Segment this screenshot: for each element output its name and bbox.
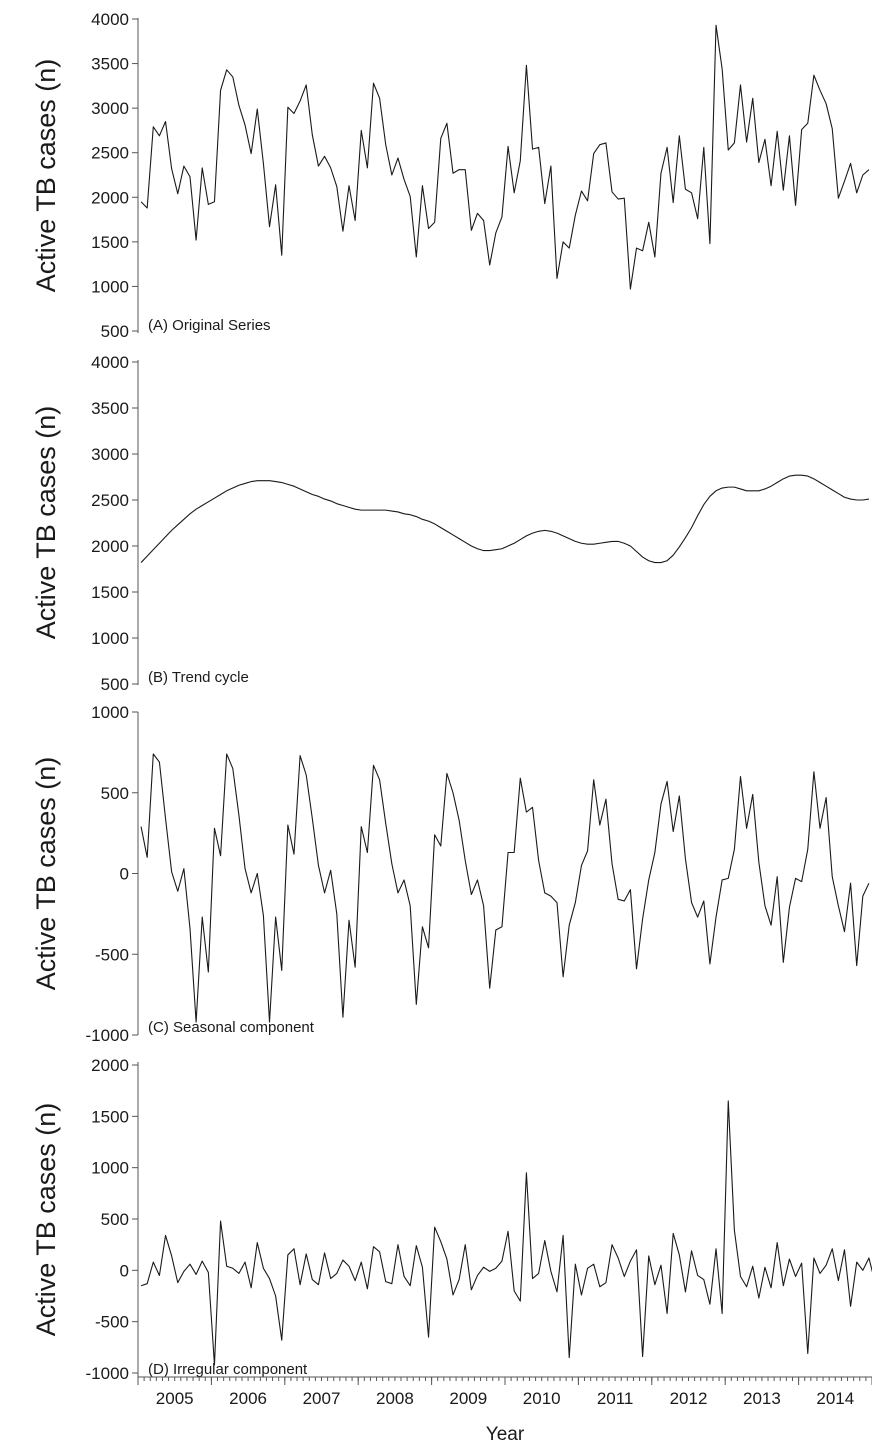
x-tick-label: 2009 bbox=[449, 1389, 487, 1408]
y-tick-label: 3500 bbox=[91, 399, 129, 418]
y-tick-label: 0 bbox=[120, 1261, 129, 1280]
series-line bbox=[141, 1101, 872, 1365]
y-tick-label: 4000 bbox=[91, 10, 129, 29]
panel-label: (A) Original Series bbox=[148, 317, 271, 334]
x-tick-label: 2006 bbox=[229, 1389, 267, 1408]
y-tick-label: 4000 bbox=[91, 353, 129, 372]
y-tick-label: 1500 bbox=[91, 1107, 129, 1126]
y-tick-label: -1000 bbox=[86, 1026, 129, 1045]
y-tick-label: 2500 bbox=[91, 144, 129, 163]
y-tick-label: 0 bbox=[120, 865, 129, 884]
y-axis-label: Active TB cases (n) bbox=[31, 757, 61, 991]
y-tick-label: -500 bbox=[95, 945, 129, 964]
x-tick-label: 2013 bbox=[743, 1389, 781, 1408]
x-tick-label: 2014 bbox=[816, 1389, 854, 1408]
y-tick-label: -1000 bbox=[86, 1364, 129, 1383]
x-tick-label: 2012 bbox=[670, 1389, 708, 1408]
y-tick-label: 1000 bbox=[91, 1159, 129, 1178]
x-tick-label: 2010 bbox=[523, 1389, 561, 1408]
x-axis-label: Year bbox=[486, 1424, 525, 1445]
y-tick-label: 500 bbox=[101, 322, 129, 341]
y-axis-label: Active TB cases (n) bbox=[31, 1103, 61, 1337]
y-tick-label: 1000 bbox=[91, 703, 129, 722]
y-tick-label: 2000 bbox=[91, 1056, 129, 1075]
x-tick-label: 2008 bbox=[376, 1389, 414, 1408]
y-tick-label: 1500 bbox=[91, 583, 129, 602]
y-tick-label: 500 bbox=[101, 784, 129, 803]
y-tick-label: 1000 bbox=[91, 629, 129, 648]
series-line bbox=[141, 754, 869, 1022]
x-tick-label: 2011 bbox=[597, 1389, 634, 1408]
series-line bbox=[141, 475, 869, 562]
y-tick-label: 500 bbox=[101, 675, 129, 694]
y-tick-label: 1500 bbox=[91, 233, 129, 252]
y-tick-label: 3000 bbox=[91, 99, 129, 118]
y-tick-label: 1000 bbox=[91, 277, 129, 296]
x-tick-label: 2007 bbox=[303, 1389, 341, 1408]
panel-label: (C) Seasonal component bbox=[148, 1019, 315, 1036]
x-axis: 2005 2006 2007 2008 2009 2010 2011 2012 2013 2014… bbox=[138, 1377, 872, 1445]
y-tick-label: 3500 bbox=[91, 55, 129, 74]
y-axis-label: Active TB cases (n) bbox=[31, 59, 61, 293]
panel-label: (B) Trend cycle bbox=[148, 669, 249, 686]
panel-4: -1000 -500 0 500 1000 1500 2000 Active TB cases… bbox=[31, 1056, 872, 1383]
y-tick-label: 500 bbox=[101, 1210, 129, 1229]
x-tick-label: 2005 bbox=[156, 1389, 194, 1408]
y-tick-label: 2000 bbox=[91, 537, 129, 556]
y-tick-label: 3000 bbox=[91, 445, 129, 464]
y-tick-label: 2500 bbox=[91, 491, 129, 510]
panel-1: 500 1000 1500 2000 2500 3000 3500 4000 Active TB… bbox=[31, 10, 869, 341]
panel-label: (D) Irregular component bbox=[148, 1361, 308, 1378]
series-line bbox=[141, 25, 869, 289]
panel-2: 500 1000 1500 2000 2500 3000 3500 4000 Active TB… bbox=[31, 353, 869, 694]
y-tick-label: 2000 bbox=[91, 188, 129, 207]
panel-3: -1000 -500 0 500 1000 Active TB cases (n) (C) … bbox=[31, 703, 869, 1045]
y-axis-label: Active TB cases (n) bbox=[31, 406, 61, 640]
y-tick-label: -500 bbox=[95, 1313, 129, 1332]
